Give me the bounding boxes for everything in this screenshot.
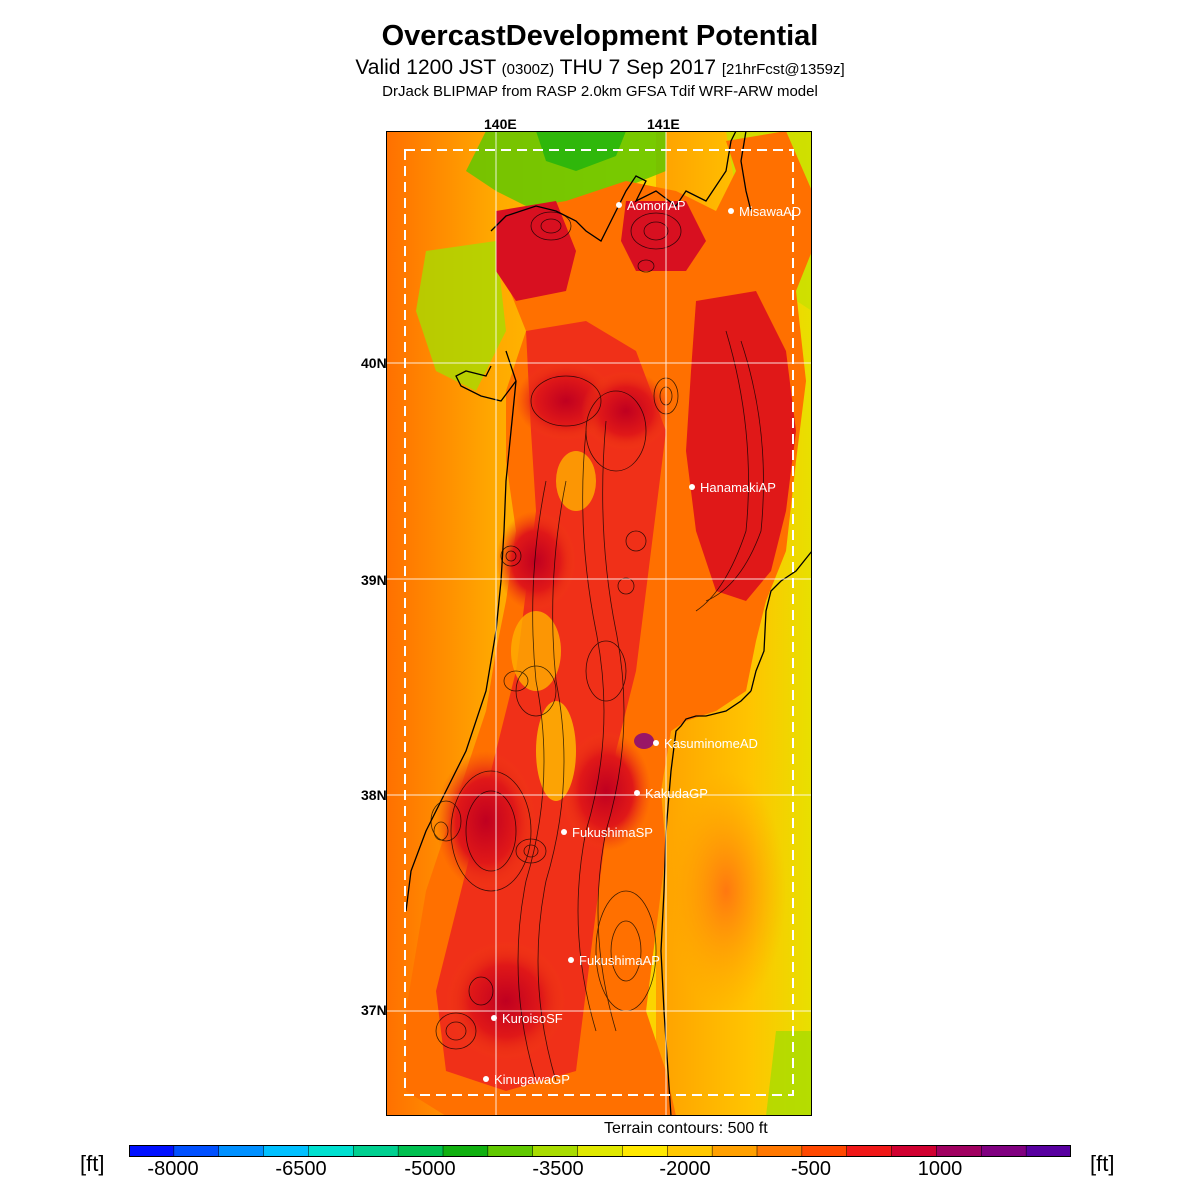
central-hotspot-3 [496,511,576,611]
colorbar-tick-label: -3500 [532,1158,584,1180]
colorbar-tick-label: 1000 [917,1158,963,1180]
station-label-fukushima-sp: FukushimaSP [572,825,653,840]
station-label-misawa: MisawaAD [739,204,801,219]
west-green-patch [416,241,506,391]
terrain-contours [430,211,764,1082]
station-label-hanamaki: HanamakiAP [700,480,776,495]
yellow-valley-3 [536,701,576,801]
colorbar [129,1145,1071,1157]
latlon-grid [386,131,812,1116]
central-hotspot-5 [561,731,651,851]
terrain-note: Terrain contours: 500 ft [604,1120,768,1137]
colorbar-cell [353,1145,399,1157]
colorbar-cell [756,1145,803,1157]
station-markers: AomoriAP MisawaAD HanamakiAP KasuminomeA… [483,198,801,1087]
station-label-aomori: AomoriAP [627,198,686,213]
colorbar-tick-label: -5000 [404,1158,456,1180]
colorbar-cell [577,1145,624,1157]
subtitle-valid: Valid 1200 JST [355,56,502,79]
central-hotspot-6 [446,941,566,1061]
station-dot-hanamaki[interactable] [689,484,695,490]
colorbar-unit-right: [ft] [1090,1151,1115,1176]
northern-red-peninsula [496,201,576,301]
station-label-kakuda: KakudaGP [645,786,708,801]
coastline [405,131,812,1116]
colorbar-tick-label: -500 [790,1158,832,1180]
station-label-kasuminome: KasuminomeAD [664,736,758,751]
subtitle-z: (0300Z) [501,61,555,78]
lon-label-140-top: 140E [484,116,517,132]
station-dot-fukushima-ap[interactable] [568,957,574,963]
colorbar-cell [801,1145,848,1157]
station-label-fukushima-ap: FukushimaAP [579,953,660,968]
station-dot-kakuda[interactable] [634,790,640,796]
purple-spot [634,733,654,749]
station-label-kinugawa: KinugawaGP [494,1072,570,1087]
colorbar-tick-label: -2000 [659,1158,711,1180]
lat-label-40-left: 40N [361,355,387,371]
colorbar-unit-left: [ft] [80,1151,105,1176]
subtitle-date: THU 7 Sep 2017 [554,56,722,79]
colorbar-cell [129,1145,175,1157]
lon-label-141-top: 141E [647,116,680,132]
domain-boundary [404,149,794,1096]
map-svg: AomoriAP MisawaAD HanamakiAP KasuminomeA… [386,131,812,1116]
colorbar-cell [711,1145,758,1157]
colorbar-cell [667,1145,713,1157]
colorbar-tick-label: -8000 [147,1158,199,1180]
colorbar-cell [622,1145,669,1157]
northern-red-peninsula-east [621,201,706,271]
lat-label-38-left: 38N [361,787,387,803]
station-dot-kinugawa[interactable] [483,1076,489,1082]
yellow-valley-1 [556,451,596,511]
colorbar-cells [129,1145,1071,1157]
colorbar-tick-label: -6500 [275,1158,327,1180]
colorbar-cell [891,1145,938,1157]
lat-label-37-left: 37N [361,1002,387,1018]
lat-label-39-left: 39N [361,572,387,588]
colorbar-cell [308,1145,355,1157]
colorbar-cell [981,1145,1027,1157]
colorbar-cell [442,1145,489,1157]
colorbar-cell [218,1145,265,1157]
subtitle-fcst: [21hrFcst@1359z] [721,61,845,78]
colorbar-cell [846,1145,893,1157]
station-label-kuroiso: KuroisoSF [502,1011,563,1026]
colorbar-cell [936,1145,983,1157]
colorbar-cell [263,1145,310,1157]
map-panel: AomoriAP MisawaAD HanamakiAP KasuminomeA… [386,131,812,1116]
colorbar-cell [173,1145,220,1157]
map-subtitle: Valid 1200 JST (0300Z) THU 7 Sep 2017 [2… [0,56,1200,80]
central-hotspot-2 [581,371,671,451]
central-hotspot-4 [436,751,536,891]
station-dot-kuroiso[interactable] [491,1015,497,1021]
map-title: OvercastDevelopment Potential [381,20,819,52]
colorbar-cell [397,1145,444,1157]
station-dot-kasuminome[interactable] [653,740,659,746]
colorbar-cell [532,1145,579,1157]
station-dot-fukushima-sp[interactable] [561,829,567,835]
map-frame [386,131,812,1116]
colorbar-cell [487,1145,534,1157]
station-dot-misawa[interactable] [728,208,734,214]
colorbar-cell [1025,1145,1071,1157]
eastern-red-belt [686,291,796,601]
eastern-sea-orange [666,771,786,1011]
station-dot-aomori[interactable] [616,202,622,208]
model-line: DrJack BLIPMAP from RASP 2.0km GFSA Tdif… [382,83,818,100]
